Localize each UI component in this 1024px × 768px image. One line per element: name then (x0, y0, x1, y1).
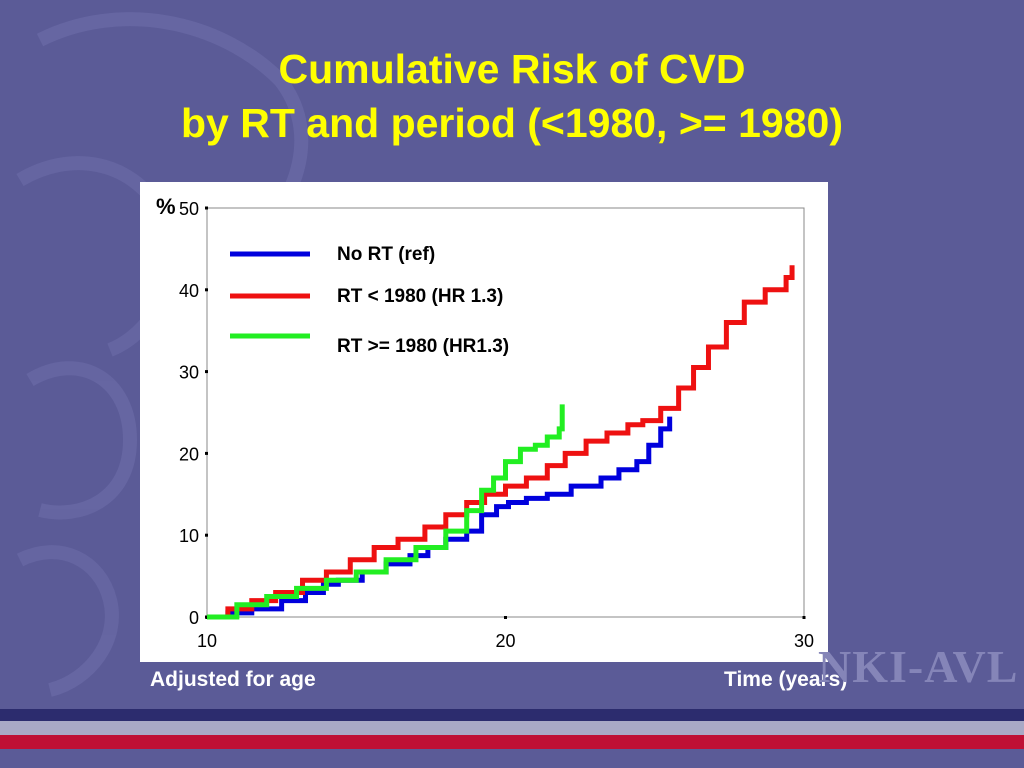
footer-stripe-light (0, 721, 1024, 735)
footer-stripe-red (0, 735, 1024, 749)
x-tick-label-10: 10 (197, 631, 217, 651)
y-tick-label-40: 40 (179, 281, 199, 301)
x-tick-label-20: 20 (495, 631, 515, 651)
y-tick-label-10: 10 (179, 526, 199, 546)
legend-label-0: No RT (ref) (337, 244, 435, 265)
legend-label-2: RT >= 1980 (HR1.3) (337, 336, 509, 357)
y-tick-label-30: 30 (179, 363, 199, 383)
chart-panel: 0 10 20 30 40 50 10 20 30% No RT (ref) RT < 1980 (… (140, 182, 828, 662)
y-tick-30 (205, 370, 208, 374)
x-tick-label-30: 30 (794, 631, 814, 651)
y-tick-10 (205, 533, 208, 537)
series-line-0 (207, 416, 673, 620)
adjustment-note: Adjusted for age (150, 668, 316, 691)
x-tick-30 (802, 616, 806, 619)
y-axis-label: % (156, 194, 176, 219)
legend-label-1: RT < 1980 (HR 1.3) (337, 286, 503, 307)
x-axis-title: Time (years) (724, 668, 848, 691)
y-tick-label-20: 20 (179, 444, 199, 464)
slide-title: Cumulative Risk of CVD by RT and period … (0, 42, 1024, 150)
chart-svg: 0 10 20 30 40 50 10 20 30% No RT (ref) RT < 1980 (… (156, 194, 814, 651)
title-line-1: Cumulative Risk of CVD (278, 46, 746, 92)
y-tick-20 (205, 451, 208, 455)
footer-stripe-base (0, 749, 1024, 768)
x-tick-20 (504, 616, 507, 619)
y-tick-50 (205, 206, 208, 210)
plot-frame (206, 207, 805, 618)
footer-stripe-dark (0, 709, 1024, 721)
y-tick-label-0: 0 (189, 608, 199, 628)
nki-avl-logo: NKI-AVL (818, 641, 1019, 692)
title-line-2: by RT and period (<1980, >= 1980) (181, 100, 843, 146)
series-line-2 (207, 404, 565, 620)
series-line-1 (207, 265, 795, 620)
y-tick-40 (205, 288, 208, 292)
y-tick-label-50: 50 (179, 199, 199, 219)
